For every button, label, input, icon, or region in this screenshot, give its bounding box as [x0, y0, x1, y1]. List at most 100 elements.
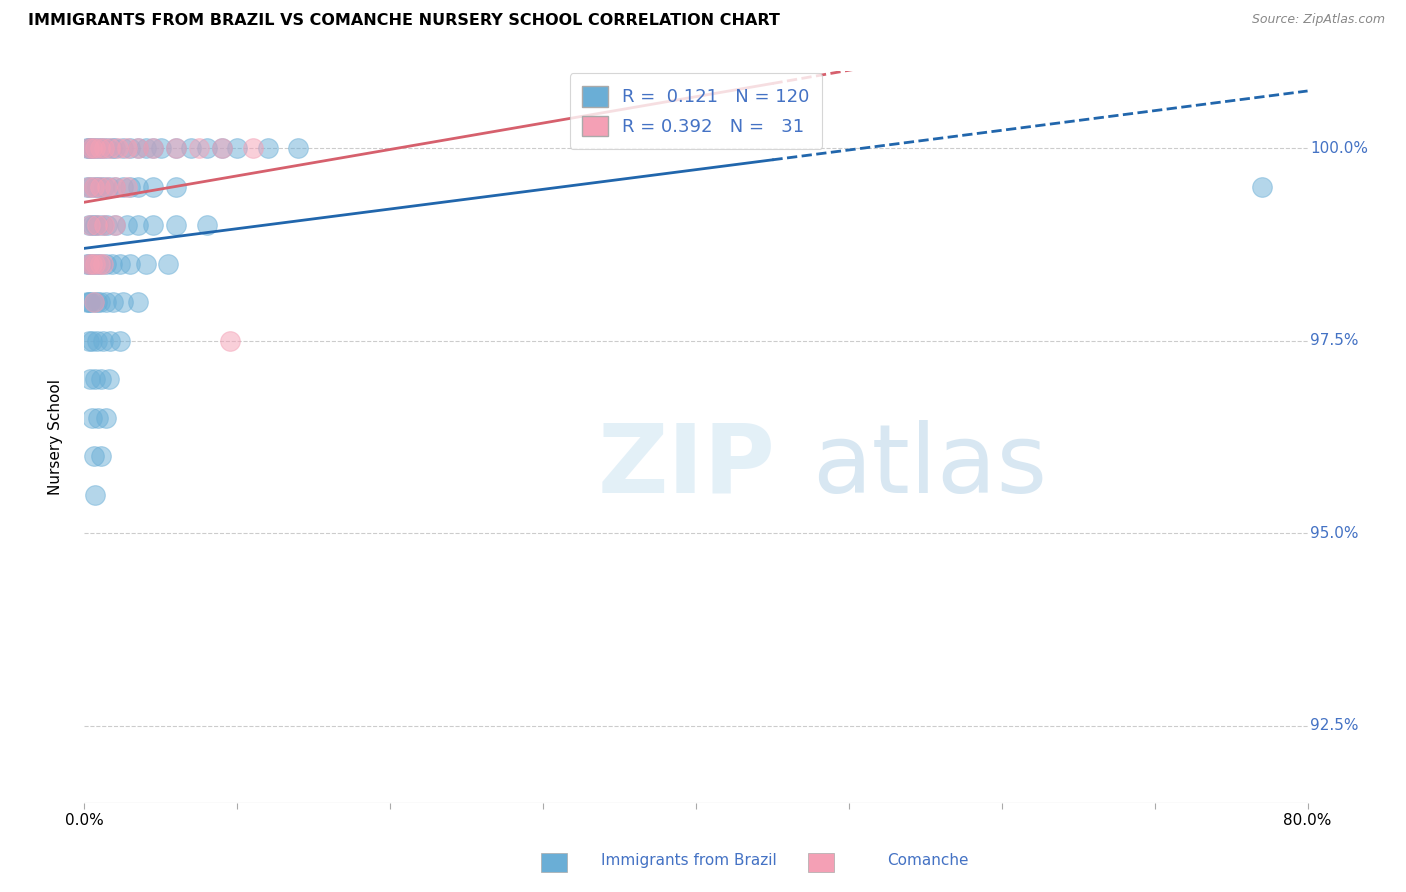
Point: [89, 295, 111, 310]
Point: [86, 179, 108, 194]
Point: [188, 141, 211, 155]
Point: [211, 141, 233, 155]
Point: [86, 141, 108, 155]
Point: [91, 257, 114, 271]
Point: [90, 450, 112, 464]
Point: [93, 219, 115, 233]
Point: [103, 295, 125, 310]
Point: [142, 179, 165, 194]
Point: [120, 257, 142, 271]
Point: [101, 257, 124, 271]
Point: [86, 295, 108, 310]
Point: [127, 219, 149, 233]
Point: [91, 219, 114, 233]
Point: [79, 179, 101, 194]
Point: [98, 141, 121, 155]
Point: [77, 334, 100, 348]
Point: [89, 257, 111, 271]
Point: [226, 141, 249, 155]
Text: atlas: atlas: [813, 420, 1047, 513]
Point: [77, 295, 100, 310]
Point: [157, 257, 180, 271]
Point: [104, 219, 127, 233]
Point: [84, 257, 107, 271]
Text: 95.0%: 95.0%: [1310, 525, 1358, 541]
Point: [84, 219, 107, 233]
Point: [87, 219, 110, 233]
Point: [86, 334, 108, 348]
Point: [83, 141, 105, 155]
Point: [127, 141, 149, 155]
Point: [115, 141, 138, 155]
Point: [79, 372, 101, 386]
Point: [165, 179, 187, 194]
Point: [142, 219, 165, 233]
Point: [104, 179, 127, 194]
Y-axis label: Nursery School: Nursery School: [48, 379, 63, 495]
Point: [97, 372, 120, 386]
Legend: R =  0.121   N = 120, R = 0.392   N =   31: R = 0.121 N = 120, R = 0.392 N = 31: [569, 73, 823, 149]
Point: [79, 219, 101, 233]
Point: [79, 295, 101, 310]
Point: [104, 179, 127, 194]
Point: [77, 141, 100, 155]
Point: [115, 219, 138, 233]
Point: [80, 219, 103, 233]
Point: [80, 257, 103, 271]
Point: [98, 334, 121, 348]
Point: [180, 141, 202, 155]
Text: Source: ZipAtlas.com: Source: ZipAtlas.com: [1251, 13, 1385, 27]
Point: [89, 179, 111, 194]
Point: [89, 179, 111, 194]
Point: [107, 141, 129, 155]
Point: [76, 257, 98, 271]
Point: [127, 295, 149, 310]
Point: [104, 141, 127, 155]
Point: [111, 295, 134, 310]
Point: [84, 257, 107, 271]
Point: [89, 141, 111, 155]
Point: [80, 334, 103, 348]
Point: [142, 141, 165, 155]
Point: [80, 141, 103, 155]
Point: [96, 179, 118, 194]
Point: [108, 334, 131, 348]
Point: [97, 179, 120, 194]
Point: [76, 179, 98, 194]
Point: [83, 179, 105, 194]
Point: [165, 141, 187, 155]
Point: [77, 219, 100, 233]
Point: [108, 257, 131, 271]
Point: [257, 141, 280, 155]
Point: [211, 141, 233, 155]
Point: [120, 141, 142, 155]
Point: [87, 257, 110, 271]
Point: [84, 488, 107, 502]
Point: [80, 257, 103, 271]
Point: [287, 141, 309, 155]
Text: ZIP: ZIP: [598, 420, 776, 513]
Text: Immigrants from Brazil: Immigrants from Brazil: [602, 854, 776, 868]
Point: [149, 141, 172, 155]
Point: [80, 410, 103, 425]
Point: [165, 219, 187, 233]
Point: [115, 179, 138, 194]
Point: [89, 141, 111, 155]
Text: 92.5%: 92.5%: [1310, 718, 1358, 733]
Point: [94, 410, 117, 425]
Point: [90, 257, 112, 271]
Point: [104, 219, 127, 233]
Point: [101, 141, 124, 155]
Point: [93, 141, 115, 155]
Point: [83, 450, 105, 464]
Point: [93, 179, 115, 194]
Point: [83, 295, 105, 310]
Point: [1250, 179, 1272, 194]
Point: [79, 141, 101, 155]
Point: [195, 141, 218, 155]
Point: [83, 295, 105, 310]
Point: [86, 219, 108, 233]
Text: Comanche: Comanche: [887, 854, 969, 868]
Point: [135, 141, 157, 155]
Point: [142, 141, 165, 155]
